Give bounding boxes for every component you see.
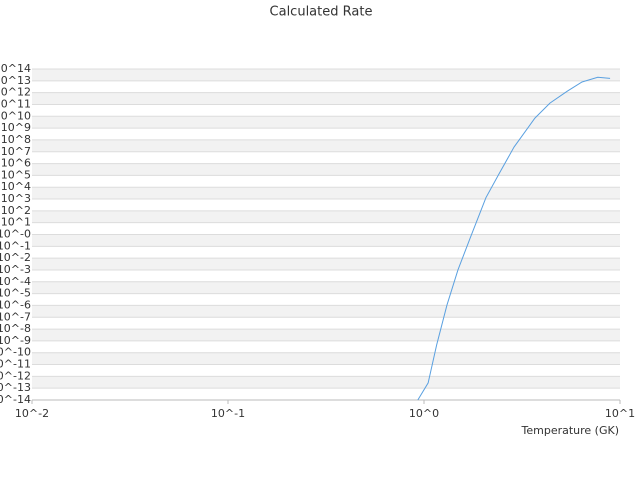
grid-band [32, 376, 620, 389]
x-tick-label: 10^0 [409, 407, 439, 420]
grid-band [32, 210, 620, 223]
y-tick-label: 10^-2 [0, 251, 31, 264]
y-tick-label: 10^13 [0, 74, 31, 87]
grid-band [32, 116, 620, 129]
grid-band [32, 92, 620, 105]
y-tick-label: 10^-14 [0, 393, 31, 406]
grid-band [32, 352, 620, 365]
grid-band [32, 163, 620, 176]
grid-band [32, 329, 620, 341]
y-tick-label: 10^4 [1, 180, 31, 193]
y-tick-label: 10^-4 [0, 275, 31, 288]
y-tick-label: 10^2 [1, 204, 31, 217]
y-tick-label: 10^-3 [0, 263, 31, 276]
y-tick-label: 10^3 [1, 192, 31, 205]
y-tick-label: 10^12 [0, 86, 31, 99]
data-line [417, 76, 611, 401]
x-tick-label: 10^-1 [211, 407, 245, 420]
y-tick-label: 10^1 [1, 216, 31, 229]
x-axis-label: Temperature (GK) [521, 424, 620, 437]
y-tick-label: 10^8 [1, 133, 31, 146]
y-tick-label: 10^-11 [0, 358, 31, 371]
x-tick-label: 10^-2 [15, 407, 49, 420]
y-tick-label: 10^7 [1, 145, 31, 158]
grid-band [32, 69, 620, 81]
y-tick-label: 10^-1 [0, 239, 31, 252]
grid-band [32, 234, 620, 247]
y-tick-label: 10^-7 [0, 310, 31, 323]
y-tick-label: 10^-13 [0, 381, 31, 394]
y-tick-label: 10^-0 [0, 228, 31, 241]
y-tick-label: 10^-12 [0, 369, 31, 382]
y-tick-label: 10^6 [1, 157, 31, 170]
chart-title: Calculated Rate [270, 5, 373, 20]
grid-band [32, 258, 620, 270]
y-tick-label: 10^-10 [0, 346, 31, 359]
y-tick-label: 10^10 [0, 109, 31, 122]
grid-band [32, 305, 620, 318]
y-tick-label: 10^-8 [0, 322, 31, 335]
grid-band [32, 281, 620, 294]
y-tick-label: 10^-6 [0, 298, 31, 311]
y-tick-label: 10^14 [0, 62, 31, 75]
y-tick-label: 10^11 [0, 97, 31, 110]
y-tick-label: 10^9 [1, 121, 31, 134]
grid-band [32, 139, 620, 152]
grid-band [32, 187, 620, 200]
x-tick-label: 10^1 [605, 407, 635, 420]
y-tick-label: 10^-5 [0, 287, 31, 300]
y-tick-label: 10^5 [1, 168, 31, 181]
y-tick-label: 10^-9 [0, 334, 31, 347]
